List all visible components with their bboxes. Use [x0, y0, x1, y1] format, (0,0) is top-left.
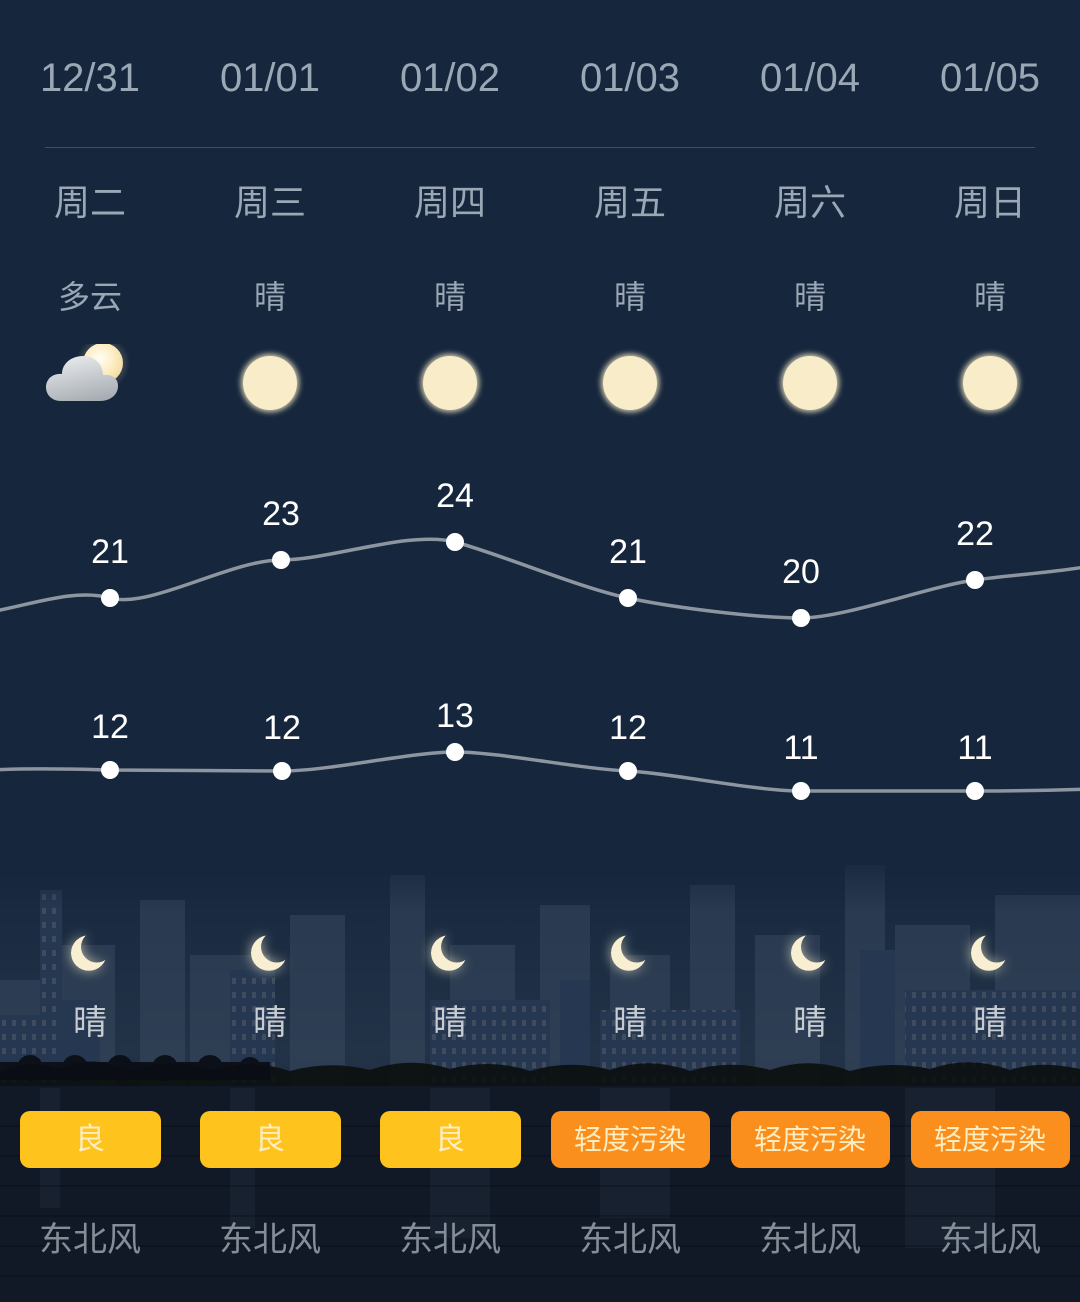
svg-text:24: 24 [436, 477, 474, 515]
svg-text:11: 11 [957, 729, 992, 767]
svg-text:12: 12 [609, 709, 647, 747]
svg-text:22: 22 [956, 515, 994, 553]
svg-text:23: 23 [262, 495, 300, 533]
svg-text:11: 11 [783, 729, 818, 767]
svg-text:21: 21 [609, 533, 647, 571]
svg-text:20: 20 [782, 553, 820, 591]
svg-text:13: 13 [436, 697, 474, 735]
svg-text:12: 12 [91, 708, 129, 746]
svg-text:12: 12 [263, 709, 301, 747]
svg-text:21: 21 [91, 533, 129, 571]
